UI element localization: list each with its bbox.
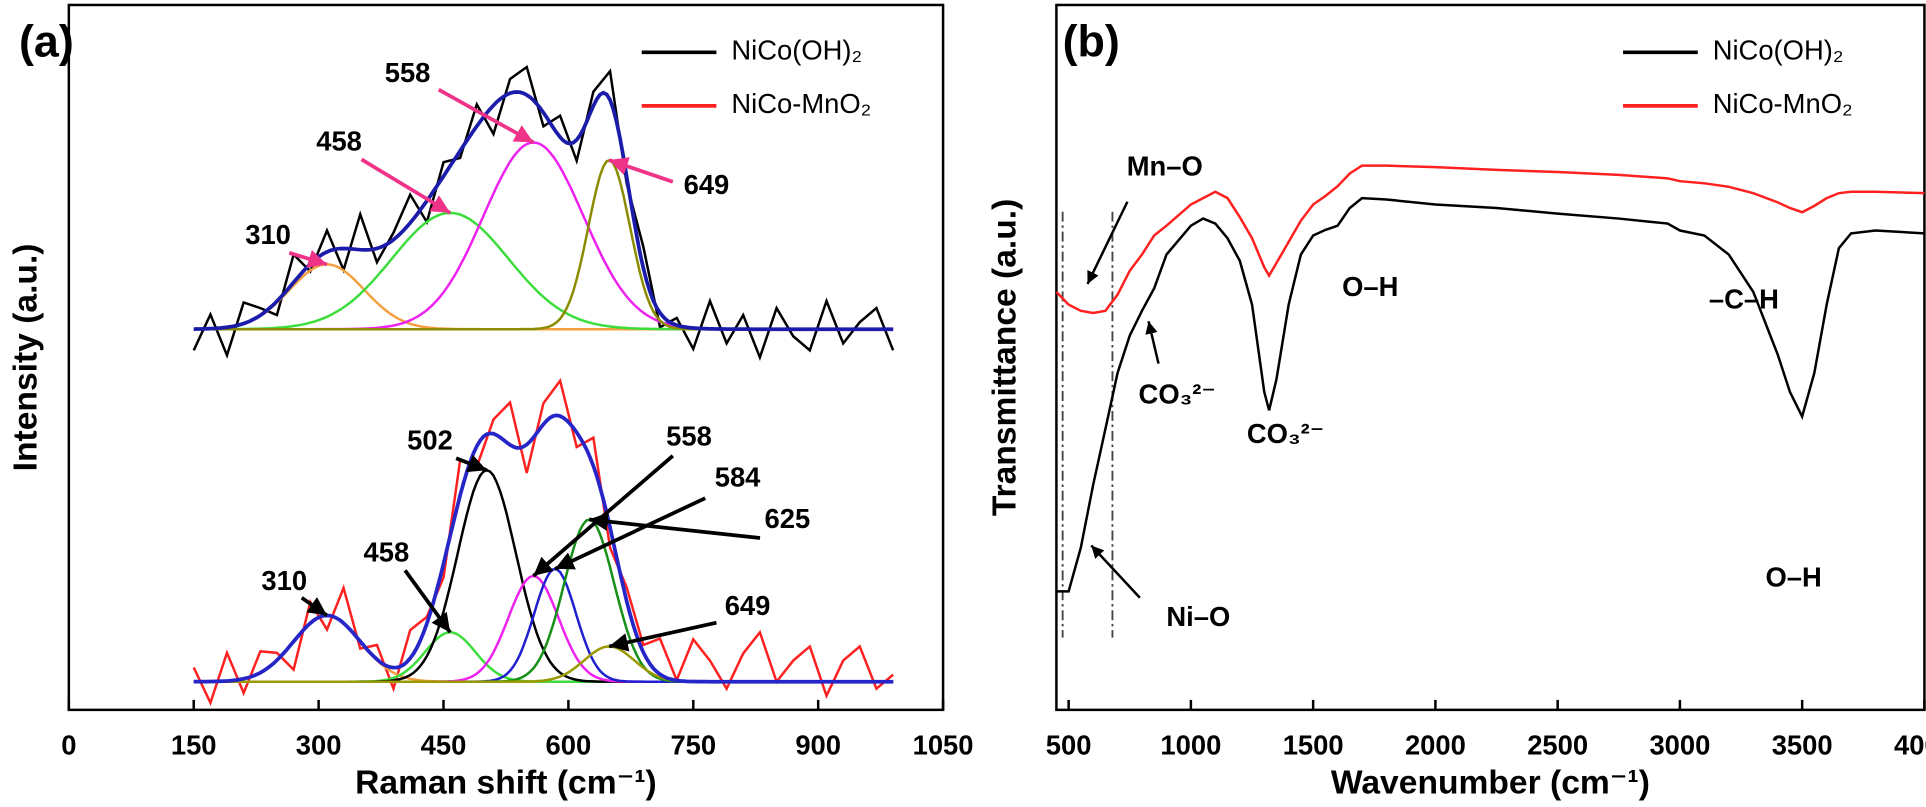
- x-tick-label: 3500: [1772, 729, 1833, 760]
- x-tick-label: 300: [296, 729, 342, 760]
- peak-label: 625: [765, 503, 811, 534]
- fit-peak: [193, 518, 894, 683]
- peak-arrow: [360, 157, 452, 215]
- peak-arrow: [532, 454, 675, 578]
- x-tick-label: 2000: [1405, 729, 1466, 760]
- peak-label: 502: [407, 424, 453, 455]
- legend-label: NiCo-MnO₂: [1713, 88, 1853, 119]
- plot-frame: [67, 3, 945, 712]
- x-tick-label: 2500: [1527, 729, 1588, 760]
- annotation-arrow: [1090, 544, 1141, 599]
- x-tick-label: 750: [670, 729, 716, 760]
- peak-arrow: [300, 596, 329, 617]
- plot-frame: [1055, 3, 1926, 712]
- peak-label: 458: [364, 536, 410, 567]
- peak-label: 458: [316, 125, 362, 156]
- x-tick-label: 600: [546, 729, 592, 760]
- fit-envelope: [193, 413, 894, 684]
- x-tick-label: 900: [795, 729, 841, 760]
- fit-peak: [193, 211, 894, 331]
- panel-label: (a): [19, 16, 74, 67]
- annotation: Ni–O: [1166, 601, 1230, 632]
- peak-label: 584: [715, 462, 761, 493]
- peak-label: 649: [684, 169, 730, 200]
- fit-peak: [193, 141, 894, 331]
- annotation: O–H: [1766, 561, 1822, 592]
- y-axis-label: Intensity (a.u.): [8, 244, 45, 472]
- peak-label: 310: [261, 565, 307, 596]
- annotation-arrow: [1145, 321, 1160, 364]
- peak-arrow: [288, 249, 328, 268]
- y-axis-label: Transmittance (a.u.): [986, 199, 1023, 516]
- legend-label: NiCo-MnO₂: [731, 88, 871, 119]
- peak-arrow: [455, 454, 488, 473]
- x-tick-label: 4000: [1894, 729, 1926, 760]
- fit-peak: [193, 158, 894, 331]
- x-tick-label: 1050: [913, 729, 974, 760]
- peak-arrow: [554, 496, 707, 571]
- peak-arrow: [403, 569, 452, 634]
- data-line: [1055, 164, 1925, 315]
- annotation: CO₃²⁻: [1139, 378, 1216, 409]
- peak-label: 558: [385, 57, 431, 88]
- fit-peak: [193, 631, 894, 683]
- peak-label: 310: [245, 219, 291, 250]
- annotation: O–H: [1342, 271, 1398, 302]
- data-line: [1056, 196, 1925, 593]
- panel-label: (b): [1063, 16, 1120, 67]
- annotation-arrow: [1086, 201, 1129, 285]
- x-tick-label: 1000: [1160, 729, 1221, 760]
- x-axis-label: Raman shift (cm⁻¹): [355, 764, 657, 801]
- peak-arrow: [437, 88, 535, 145]
- peak-arrow: [608, 157, 674, 184]
- peak-arrow: [608, 620, 717, 652]
- annotation: Mn–O: [1127, 150, 1203, 181]
- peak-arrow: [589, 512, 761, 540]
- legend-label: NiCo(OH)₂: [731, 35, 862, 66]
- x-tick-label: 0: [61, 729, 76, 760]
- x-tick-label: 150: [171, 729, 217, 760]
- annotation: –C–H: [1709, 284, 1779, 315]
- x-tick-label: 3000: [1649, 729, 1710, 760]
- legend-label: NiCo(OH)₂: [1713, 35, 1844, 66]
- x-tick-label: 450: [421, 729, 467, 760]
- peak-label: 649: [725, 590, 771, 621]
- x-tick-label: 1500: [1283, 729, 1344, 760]
- annotation: CO₃²⁻: [1247, 418, 1324, 449]
- x-tick-label: 500: [1046, 729, 1092, 760]
- x-axis-label: Wavenumber (cm⁻¹): [1331, 764, 1650, 801]
- peak-label: 558: [666, 421, 712, 452]
- data-line: [192, 377, 894, 707]
